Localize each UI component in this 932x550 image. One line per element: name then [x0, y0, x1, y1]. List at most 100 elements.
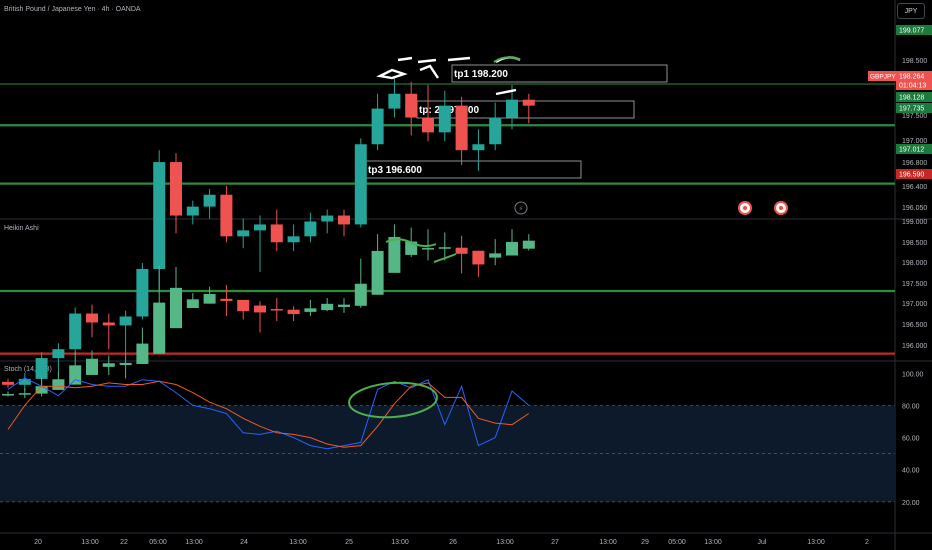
ha-candle-body[interactable] — [2, 394, 14, 396]
economic-event-dot — [778, 205, 784, 211]
price-candle-body[interactable] — [388, 93, 401, 109]
price-candle-body[interactable] — [35, 358, 48, 379]
price-annotation-marks[interactable] — [376, 56, 413, 80]
ha-candle-body[interactable] — [52, 379, 65, 390]
price-candle-body[interactable] — [371, 108, 384, 145]
flash-event-icon[interactable] — [514, 201, 528, 215]
price-candle-body[interactable] — [338, 215, 350, 225]
ha-candle-body[interactable] — [186, 299, 199, 309]
currency-selector[interactable]: JPY — [897, 3, 925, 19]
ha-candle-body[interactable] — [203, 293, 216, 304]
price-candle-body[interactable] — [522, 99, 535, 106]
ha-candle-body[interactable] — [506, 241, 518, 256]
price-annotation-marks[interactable] — [417, 56, 521, 96]
level-price-value: 199.077 — [899, 28, 924, 35]
price-candle-body[interactable] — [2, 381, 14, 385]
ha-candle-body[interactable] — [35, 386, 48, 394]
ha-candle-body[interactable] — [69, 365, 82, 385]
price-candle-body[interactable] — [438, 105, 451, 133]
price-candle-body[interactable] — [52, 349, 65, 359]
time-axis-label: 26 — [449, 539, 457, 546]
ha-candle-body[interactable] — [489, 253, 502, 258]
price-candle-body[interactable] — [119, 316, 132, 326]
ha-candle-body[interactable] — [18, 393, 31, 395]
tp-box-1[interactable] — [451, 64, 668, 83]
ha-candle-body[interactable] — [338, 304, 350, 307]
ha-candle-body[interactable] — [136, 343, 149, 364]
price-candle-body[interactable] — [237, 230, 250, 237]
ha-candle-body[interactable] — [522, 240, 535, 249]
price-candle-body[interactable] — [405, 93, 418, 118]
ha-candle-body[interactable] — [153, 302, 166, 354]
price-candle-body[interactable] — [170, 162, 182, 216]
ha-annotation-stroke[interactable] — [385, 238, 437, 247]
ha-candle-body[interactable] — [102, 363, 115, 367]
ha-candle-body[interactable] — [237, 299, 250, 312]
ha-candle-body[interactable] — [119, 362, 132, 366]
price-candle-body[interactable] — [422, 117, 434, 133]
last-price-value: 198.264 — [899, 74, 924, 81]
price-candle-body[interactable] — [203, 194, 216, 207]
level-price-tag — [896, 92, 932, 102]
price-candle-body[interactable] — [489, 117, 502, 145]
ha-candle-body[interactable] — [354, 283, 367, 306]
price-candle-body[interactable] — [18, 378, 31, 385]
price-candle-body[interactable] — [270, 224, 283, 243]
ha-candle-body[interactable] — [220, 298, 233, 301]
price-candle-body[interactable] — [287, 236, 300, 243]
ha-candle-body[interactable] — [438, 247, 451, 249]
price-candle-body[interactable] — [321, 215, 334, 222]
ha-candle-body[interactable] — [321, 303, 334, 311]
ha-candle-body[interactable] — [455, 247, 468, 254]
price-candle-body[interactable] — [506, 99, 518, 118]
price-candle-body[interactable] — [304, 221, 317, 237]
level-price-value: 196.590 — [899, 172, 924, 179]
price-candle-body[interactable] — [153, 162, 166, 269]
ha-candle-body[interactable] — [422, 248, 434, 250]
price-candle-body[interactable] — [220, 194, 233, 237]
ha-candle-body[interactable] — [388, 236, 401, 273]
price-axis-tick: 196.400 — [902, 184, 927, 191]
time-axis-label: 2 — [865, 539, 869, 546]
ha-candle-body[interactable] — [287, 309, 300, 315]
time-axis-label: 05:00 — [668, 539, 686, 546]
time-axis-label: 13:00 — [704, 539, 722, 546]
time-axis-label: 13:00 — [289, 539, 307, 546]
price-axis-tick: 197.500 — [902, 113, 927, 120]
stochastic-label: Stoch (14, 1, 3) — [4, 366, 52, 373]
ha-candle-body[interactable] — [86, 358, 98, 375]
price-candle-body[interactable] — [354, 144, 367, 225]
ha-axis-tick: 199.000 — [902, 219, 927, 226]
price-candle-body[interactable] — [69, 313, 82, 350]
price-annotation-green[interactable] — [493, 56, 521, 63]
price-axis-tick: 197.000 — [902, 138, 927, 145]
ha-axis-tick: 198.500 — [902, 240, 927, 247]
time-axis-label: 24 — [240, 539, 248, 546]
ha-annotation-stroke[interactable] — [433, 253, 457, 263]
ha-candle-body[interactable] — [304, 308, 317, 312]
level-price-tag — [896, 169, 932, 179]
time-axis-label: 29 — [641, 539, 649, 546]
time-axis-label: 13:00 — [599, 539, 617, 546]
price-candle-body[interactable] — [472, 144, 485, 151]
ha-candle-body[interactable] — [254, 305, 266, 313]
heikin-ashi-label: Heikin Ashi — [4, 225, 39, 232]
ha-candle-body[interactable] — [472, 250, 485, 265]
stoch-k-line — [7, 377, 530, 450]
stoch-annotation-circle[interactable] — [348, 380, 438, 420]
ha-candle-body[interactable] — [270, 308, 283, 311]
ha-candle-body[interactable] — [371, 250, 384, 295]
ha-candle-body[interactable] — [170, 287, 182, 329]
stoch-axis-tick: 40.00 — [902, 468, 920, 475]
level-price-tag — [896, 144, 932, 154]
price-candle-body[interactable] — [254, 224, 266, 231]
time-axis-label: 13:00 — [81, 539, 99, 546]
price-candle-body[interactable] — [102, 322, 115, 326]
price-candle-body[interactable] — [86, 313, 98, 323]
bar-countdown: 01:04:13 — [899, 83, 926, 90]
price-candle-body[interactable] — [136, 268, 149, 317]
level-price-value: 197.735 — [899, 106, 924, 113]
price-candle-body[interactable] — [186, 206, 199, 216]
price-candle-body[interactable] — [455, 105, 468, 151]
